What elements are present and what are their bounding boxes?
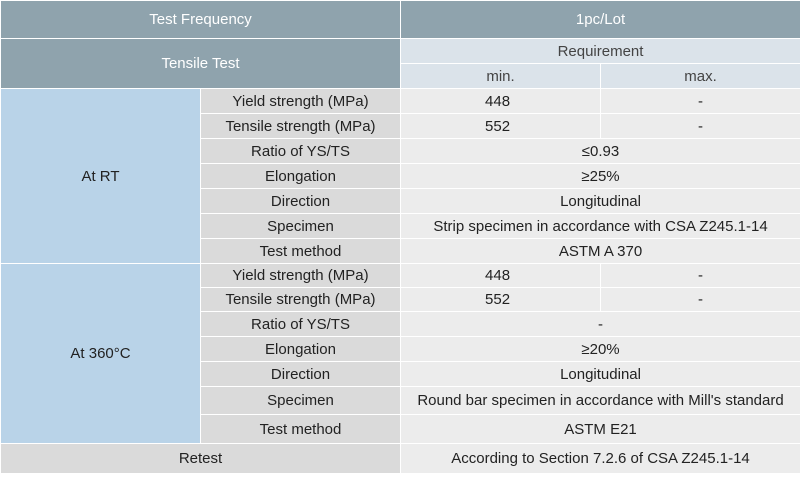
at-rt-label: At RT <box>0 88 201 264</box>
row-label: Yield strength (MPa) <box>199 263 402 288</box>
row-label: Direction <box>199 188 402 214</box>
min-value: 552 <box>400 287 602 312</box>
row-value: ≤0.93 <box>400 138 800 164</box>
max-value: - <box>600 88 800 114</box>
row-label: Test method <box>199 414 402 444</box>
min-value: 552 <box>400 113 602 139</box>
row-value: Longitudinal <box>400 361 800 387</box>
row-label: Yield strength (MPa) <box>199 88 402 114</box>
row-value: ≥25% <box>400 163 800 189</box>
row-label: Specimen <box>199 213 402 239</box>
row-label: Specimen <box>199 386 402 415</box>
row-value: Round bar specimen in accordance with Mi… <box>400 386 800 415</box>
test-frequency-label: Test Frequency <box>0 0 402 39</box>
row-value: Strip specimen in accordance with CSA Z2… <box>400 213 800 239</box>
row-value: ≥20% <box>400 336 800 362</box>
min-value: 448 <box>400 263 602 288</box>
row-label: Direction <box>199 361 402 387</box>
max-value: - <box>600 113 800 139</box>
requirement-header: Requirement <box>400 38 800 64</box>
row-label: Ratio of YS/TS <box>199 138 402 164</box>
row-label: Test method <box>199 238 402 264</box>
retest-value: According to Section 7.2.6 of CSA Z245.1… <box>400 443 800 474</box>
row-value: ASTM A 370 <box>400 238 800 264</box>
tensile-test-table: Test Frequency 1pc/Lot Tensile Test Requ… <box>0 0 800 474</box>
row-label: Tensile strength (MPa) <box>199 287 402 312</box>
min-header: min. <box>400 63 602 89</box>
row-value: Longitudinal <box>400 188 800 214</box>
row-value: - <box>400 311 800 337</box>
max-value: - <box>600 287 800 312</box>
max-value: - <box>600 263 800 288</box>
row-value: ASTM E21 <box>400 414 800 444</box>
test-frequency-value: 1pc/Lot <box>400 0 800 39</box>
row-label: Elongation <box>199 336 402 362</box>
row-label: Tensile strength (MPa) <box>199 113 402 139</box>
min-value: 448 <box>400 88 602 114</box>
max-header: max. <box>600 63 800 89</box>
tensile-test-label: Tensile Test <box>0 38 402 89</box>
row-label: Ratio of YS/TS <box>199 311 402 337</box>
row-label: Elongation <box>199 163 402 189</box>
at-360c-label: At 360°C <box>0 263 201 444</box>
retest-label: Retest <box>0 443 402 474</box>
